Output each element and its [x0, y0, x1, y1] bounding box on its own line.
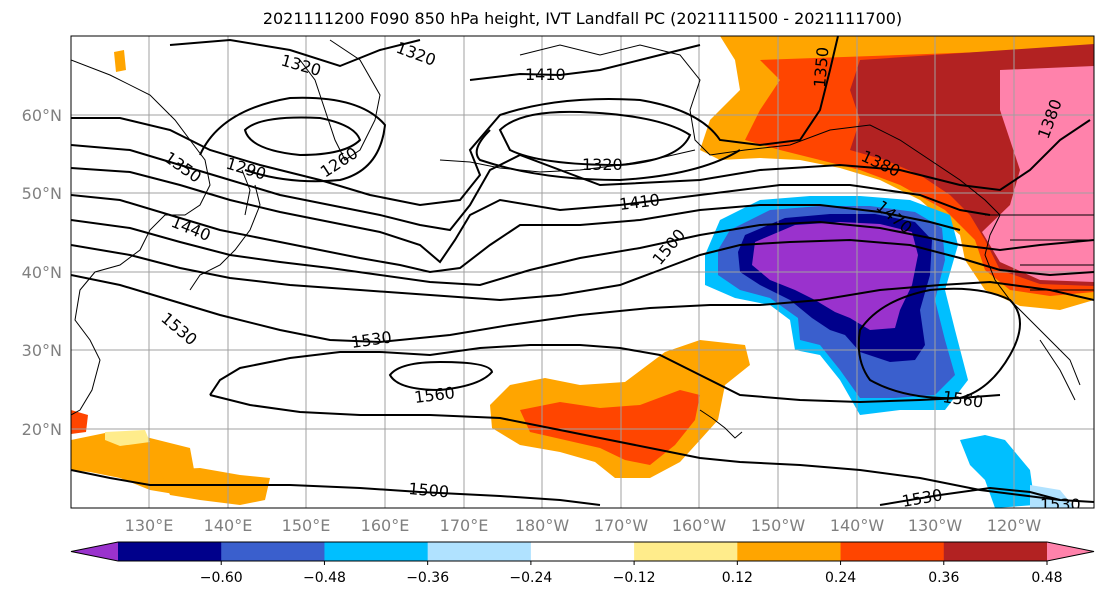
contour-1500-south [71, 469, 601, 506]
lon-tick: 160°E [361, 516, 410, 535]
contour-1410-north [469, 44, 701, 81]
contour-1500 [71, 238, 1094, 302]
coast-baja [1039, 339, 1076, 401]
lon-tick: 130°W [908, 516, 963, 535]
lon-tick: 120°W [987, 516, 1042, 535]
latitude-ticks: 60°N 50°N 40°N 30°N 20°N [22, 106, 62, 439]
colorbar-bin [118, 542, 222, 561]
colorbar-extend-low [71, 542, 118, 561]
lon-tick: 180°W [515, 516, 570, 535]
contour-label: 1350 [810, 46, 832, 88]
contour-1380 [71, 119, 1091, 232]
colorbar: −0.60 −0.48 −0.36 −0.24 −0.12 0.12 0.24 0.36 0.4… [70, 541, 1095, 586]
lon-tick: 140°E [204, 516, 253, 535]
negative-anomaly-purple [752, 222, 918, 330]
lon-tick: 170°E [440, 516, 489, 535]
colorbar-outline [70, 541, 1095, 562]
contour-1260-closed [243, 116, 362, 157]
colorbar-tick-label: 0.36 [928, 570, 959, 586]
contour-1530-south [209, 394, 1094, 503]
lat-tick: 50°N [22, 184, 62, 203]
colorbar-tick-label: −0.24 [509, 570, 552, 586]
colorbar-tick-label: −0.48 [303, 570, 346, 586]
lon-tick: 150°W [751, 516, 806, 535]
contour-1410 [71, 167, 991, 264]
coast-japan [189, 184, 261, 291]
contour-1290 [199, 96, 387, 183]
lon-tick: 130°E [125, 516, 174, 535]
west-lightyellow [105, 430, 150, 446]
contour-1350 [71, 36, 839, 207]
coast-kamchatka [299, 39, 381, 161]
positive-anomaly-pink [982, 66, 1094, 282]
contour-1320-north [169, 38, 421, 68]
contour-1440 [71, 194, 961, 274]
colorbar-tick-label: 0.24 [825, 570, 856, 586]
lon-tick: 140°W [830, 516, 885, 535]
coast-asia-mainland [71, 59, 211, 416]
colorbar-bin [943, 542, 1048, 561]
colorbar-extend-high [1047, 542, 1094, 561]
colorbar-tick-label: 0.48 [1031, 570, 1062, 586]
contour-label: 1500 [408, 479, 450, 501]
map-title: 2021111200 F090 850 hPa height, IVT Land… [262, 9, 903, 28]
west-red-a [71, 410, 88, 434]
west-orange-b [160, 468, 270, 505]
map-panel: 1320 1410 1350 1320 1290 1260 1350 1320 … [71, 36, 1094, 514]
contour-1470 [71, 219, 1094, 287]
lon-tick: 170°W [594, 516, 649, 535]
colorbar-tick-label: −0.36 [406, 570, 449, 586]
colorbar-bin [840, 542, 945, 561]
map-frame [70, 35, 1095, 509]
colorbar-bin [221, 542, 325, 561]
coast-states [985, 214, 1094, 291]
contour-label: 1530 [1040, 495, 1081, 514]
lon-tick: 160°W [672, 516, 727, 535]
lat-tick: 60°N [22, 106, 62, 125]
colorbar-bin [737, 542, 842, 561]
lat-tick: 30°N [22, 341, 62, 360]
southeast-palecyan [1030, 485, 1075, 508]
longitude-ticks: 130°E 140°E 150°E 160°E 170°E 180°W 170°… [125, 516, 1042, 535]
lat-tick: 40°N [22, 263, 62, 282]
lon-tick: 150°E [282, 516, 331, 535]
subtropical-red [520, 390, 700, 465]
coast-alaska [519, 44, 1001, 216]
contour-1320-closed [498, 110, 692, 167]
colorbar-tick-label: −0.12 [613, 570, 656, 586]
contour-label: 1410 [525, 65, 566, 84]
contour-label: 1320 [582, 155, 623, 174]
lat-tick: 20°N [22, 420, 62, 439]
contour-1560-east [857, 287, 1021, 400]
contour-1560-closed [388, 360, 494, 392]
coast-sakhalin [241, 169, 251, 216]
contour-1530 [71, 274, 1094, 344]
contour-1530-se [879, 486, 1061, 506]
contour-1320-mid [475, 129, 741, 182]
colorbar-bin [530, 542, 635, 561]
graticule [71, 36, 1094, 508]
colorbar-tick-label: −0.60 [200, 570, 243, 586]
contour-label: 1530 [900, 485, 943, 511]
contour-label: 1410 [618, 190, 661, 214]
height-contours [71, 36, 1094, 506]
contour-label: 1560 [413, 383, 456, 407]
colorbar-bin [634, 542, 738, 561]
hawaii [699, 409, 743, 439]
colorbar-tick-label: 0.12 [722, 570, 753, 586]
contour-1560-south [209, 344, 1001, 404]
colorbar-bin [427, 542, 532, 561]
colorbar-bin [324, 542, 429, 561]
north-orange-spot [114, 50, 126, 72]
